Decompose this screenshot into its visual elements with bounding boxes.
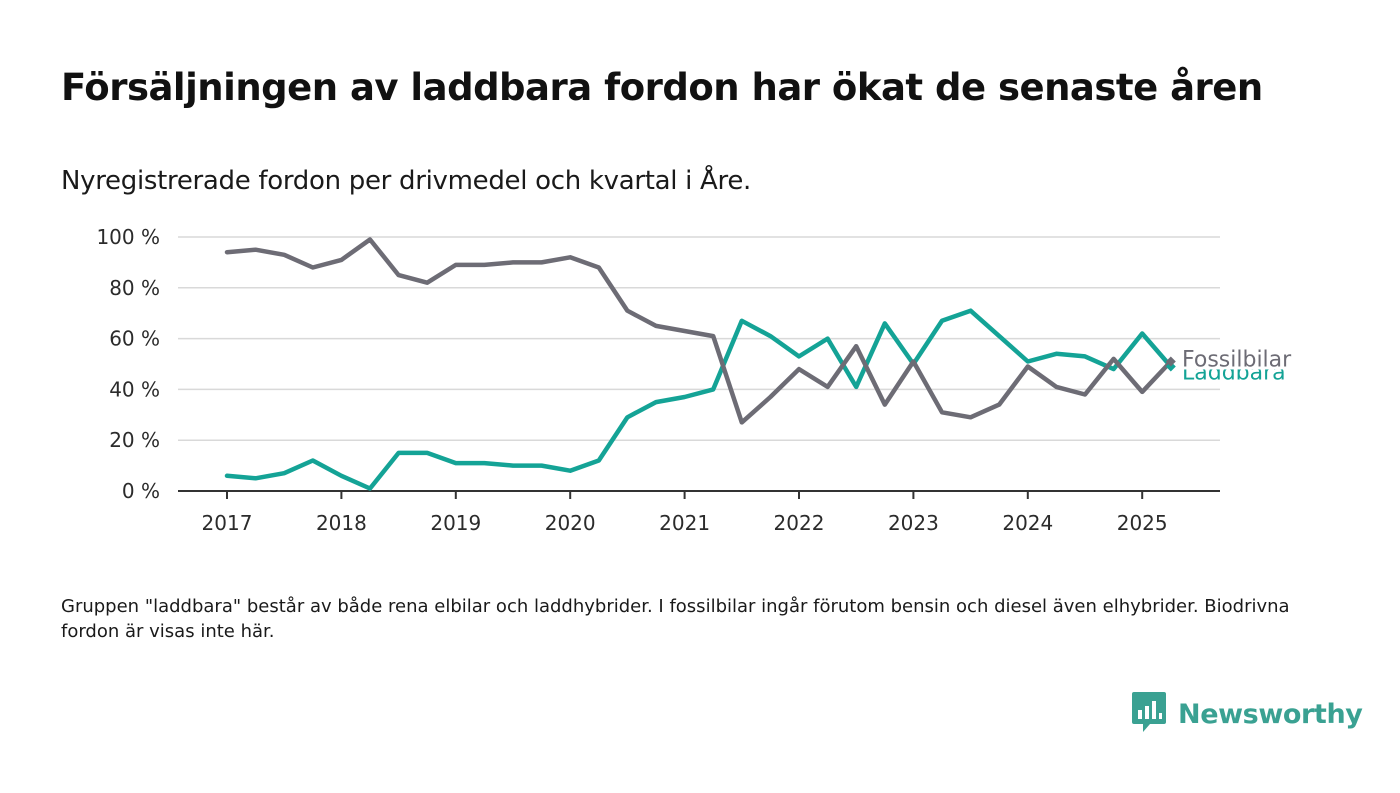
footnote: Gruppen "laddbara" består av både rena e… — [61, 596, 1290, 642]
x-tick-label: 2024 — [1002, 511, 1053, 535]
x-tick-label: 2019 — [430, 511, 481, 535]
y-axis: 0 % 20 % 40 % 60 % 80 % 100 % — [96, 225, 160, 503]
newsworthy-logo[interactable]: Newsworthy — [1132, 692, 1363, 736]
gridlines — [178, 236, 1220, 441]
x-tick-label: 2025 — [1117, 511, 1168, 535]
x-tick-label: 2023 — [888, 511, 939, 535]
x-tick-label: 2020 — [545, 511, 596, 535]
series-label-backdrop — [1179, 347, 1297, 370]
newsworthy-logo-icon — [1132, 692, 1166, 736]
series-line-fossilbilar — [224, 237, 1174, 425]
series-lines — [224, 237, 1174, 491]
y-tick-label: 0 % — [122, 479, 160, 503]
x-tick-label: 2018 — [316, 511, 367, 535]
y-tick-label: 100 % — [96, 225, 160, 249]
y-tick-label: 60 % — [109, 327, 160, 351]
x-tick-label: 2022 — [774, 511, 825, 535]
chart-title: Försäljningen av laddbara fordon har öka… — [61, 66, 1263, 109]
series-line-laddbara — [224, 308, 1174, 491]
line-chart: 0 % 20 % 40 % 60 % 80 % 100 % 2017 2018 2019 202… — [96, 225, 1297, 535]
y-tick-label: 40 % — [109, 377, 160, 401]
series-label-fossilbilar: Fossilbilar — [1182, 347, 1292, 372]
newsworthy-logo-text: Newsworthy — [1178, 698, 1363, 730]
x-tick-label: 2017 — [202, 511, 253, 535]
series-end-markers — [1165, 356, 1176, 372]
series-end-marker-laddbara — [1165, 361, 1176, 372]
x-axis: 2017 2018 2019 2020 2021 2022 2023 2024 2025 — [178, 490, 1220, 535]
y-tick-label: 80 % — [109, 276, 160, 300]
x-tick-label: 2021 — [659, 511, 710, 535]
chart-subtitle: Nyregistrerade fordon per drivmedel och … — [61, 166, 752, 196]
series-end-marker-fossilbilar — [1165, 356, 1176, 367]
y-tick-label: 20 % — [109, 428, 160, 452]
